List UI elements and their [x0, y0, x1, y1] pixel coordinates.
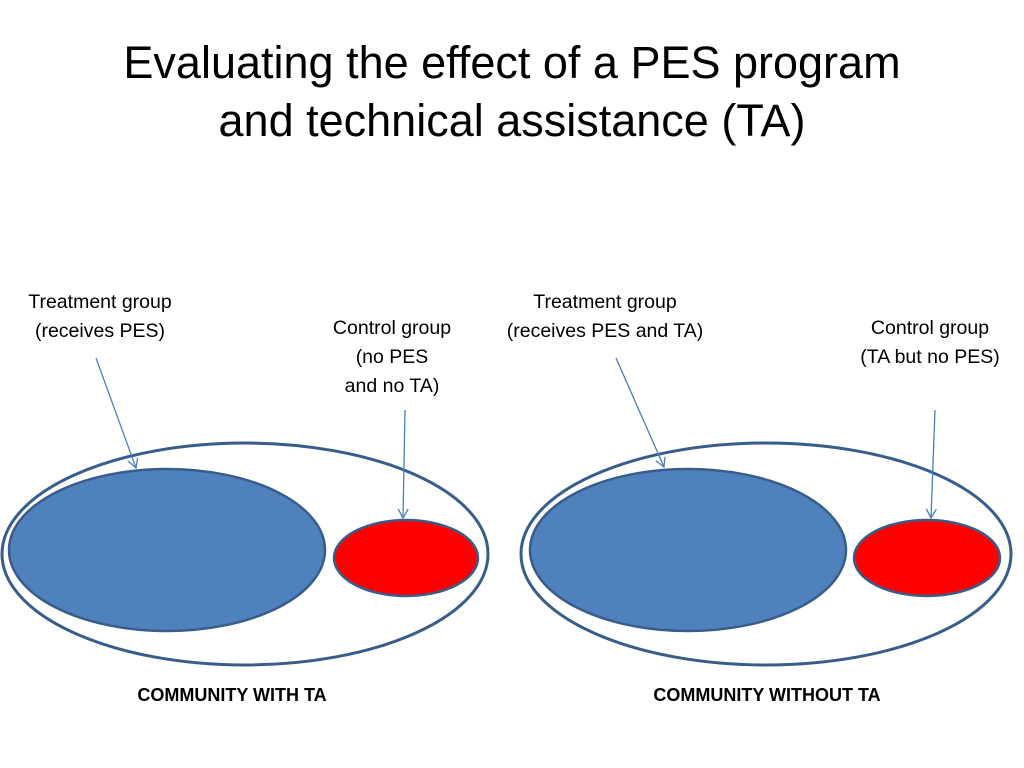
community-ellipse [519, 441, 1013, 667]
control-ellipse [852, 518, 1002, 598]
control-arrow [397, 409, 409, 520]
control-arrow [925, 409, 937, 520]
treatment-ellipse [528, 467, 848, 633]
treatment-arrow [95, 357, 139, 470]
right-treatment-label: Treatment group (receives PES and TA) [506, 291, 704, 342]
title-line-1: Evaluating the effect of a PES program [123, 37, 901, 88]
community-without-ta [519, 357, 1013, 667]
title-line-2: and technical assistance (TA) [218, 95, 806, 146]
community-ellipse [0, 441, 490, 667]
control-ellipse [332, 518, 480, 598]
left-treatment-label: Treatment group (receives PES) [28, 291, 172, 342]
slide-title: Evaluating the effect of a PES program a… [0, 34, 1024, 150]
left-community-label: COMMUNITY WITH TA [137, 685, 327, 705]
community-with-ta [0, 357, 490, 667]
right-control-label: Control group (TA but no PES) [860, 317, 1000, 368]
right-community-label: COMMUNITY WITHOUT TA [653, 685, 881, 705]
treatment-arrow [615, 357, 666, 469]
left-control-label: Control group (no PES and no TA) [332, 317, 452, 397]
treatment-ellipse [7, 467, 327, 633]
